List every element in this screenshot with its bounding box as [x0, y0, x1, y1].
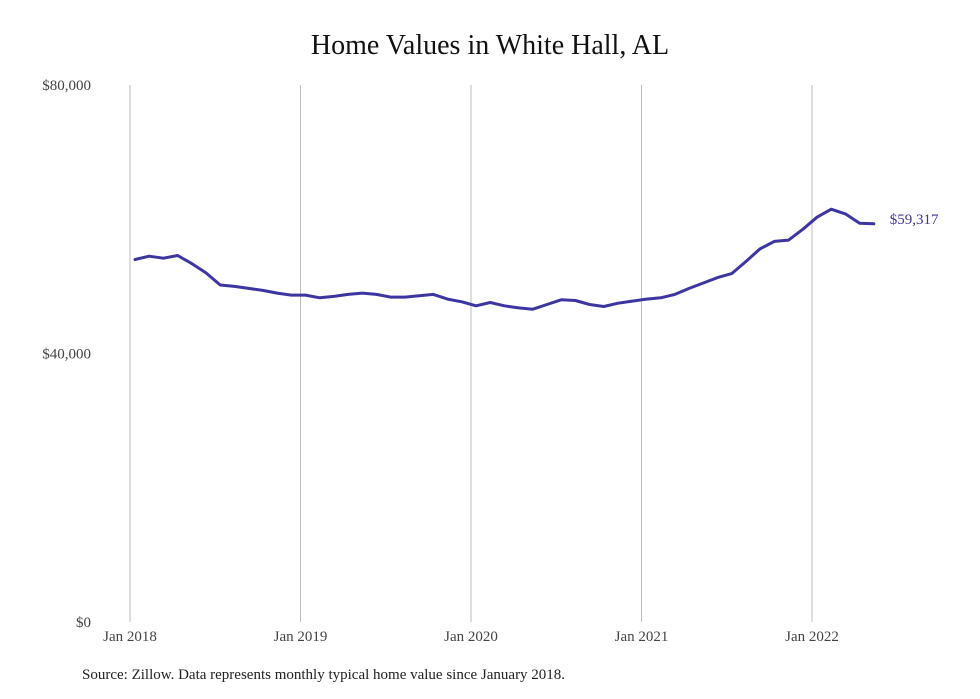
y-tick-label: $40,000 [42, 347, 91, 363]
x-tick-label: Jan 2019 [274, 629, 328, 645]
x-axis-tick-labels: Jan 2018 Jan 2019 Jan 2020 Jan 2021 Jan 2022 [103, 629, 839, 645]
y-tick-label: $80,000 [42, 78, 91, 94]
end-labels: $59,317 [890, 212, 939, 228]
series-lines [133, 207, 876, 311]
x-tick-label: Jan 2021 [615, 629, 669, 645]
series-line [133, 207, 876, 311]
x-tick-label: Jan 2020 [444, 629, 498, 645]
source-note: Source: Zillow. Data represents monthly … [82, 667, 566, 683]
x-tick-label: Jan 2018 [103, 629, 157, 645]
x-tick-label: Jan 2022 [785, 629, 839, 645]
y-tick-label: $0 [76, 615, 91, 631]
y-axis-tick-labels: $0 $40,000 $80,000 [42, 78, 91, 631]
end-value-label: $59,317 [890, 212, 939, 228]
chart-title: Home Values in White Hall, AL [310, 30, 670, 61]
grid-lines [129, 85, 813, 622]
